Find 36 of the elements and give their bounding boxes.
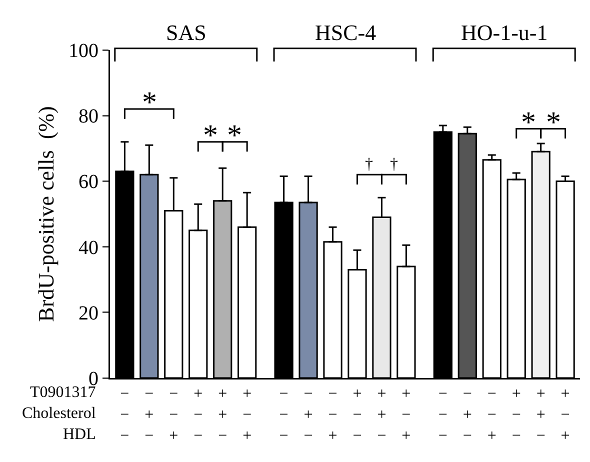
- x-tick-label: + − −: [512, 386, 521, 444]
- x-tick-label: + − −: [194, 386, 203, 444]
- x-tick-label: + − −: [352, 386, 362, 444]
- annotation: *: [521, 106, 536, 139]
- annotation: *: [546, 106, 561, 139]
- x-tick-label: + + −: [536, 386, 546, 444]
- annotation: †: [390, 156, 398, 173]
- annotation: *: [203, 119, 218, 152]
- text: SAS: [166, 20, 206, 45]
- x-tick-label: − + −: [144, 386, 154, 444]
- text: HO-1-u-1: [461, 20, 548, 45]
- y-tick-label: 40: [78, 236, 98, 259]
- annotation: †: [365, 156, 373, 173]
- text: HDL: [63, 426, 96, 443]
- x-tick-label: − + −: [462, 386, 472, 444]
- x-tick-label: − − −: [279, 386, 288, 444]
- y-tick-label: 100: [68, 40, 98, 62]
- x-tick-label: + + −: [377, 386, 386, 444]
- annotation: *: [142, 86, 157, 119]
- x-tick-label: − − +: [328, 386, 338, 444]
- x-tick-label: − − +: [487, 386, 496, 444]
- y-tick-label: 20: [78, 302, 98, 324]
- x-tick-label: + − +: [402, 386, 411, 444]
- x-tick-label: − − −: [438, 386, 448, 444]
- annotation: *: [227, 119, 242, 152]
- y-axis-title: BrdU-positive cells (%): [34, 106, 59, 322]
- x-tick-label: − − −: [120, 386, 130, 444]
- x-tick-label: + + −: [218, 386, 228, 444]
- text: Cholesterol: [22, 405, 96, 422]
- x-tick-label: − + −: [304, 386, 313, 444]
- x-tick-label: + − +: [560, 386, 570, 444]
- text: HSC-4: [315, 20, 376, 45]
- y-tick-label: 60: [78, 171, 98, 194]
- y-tick-label: 80: [78, 106, 98, 128]
- x-tick-label: + − +: [242, 386, 252, 444]
- x-tick-label: − − +: [169, 386, 178, 444]
